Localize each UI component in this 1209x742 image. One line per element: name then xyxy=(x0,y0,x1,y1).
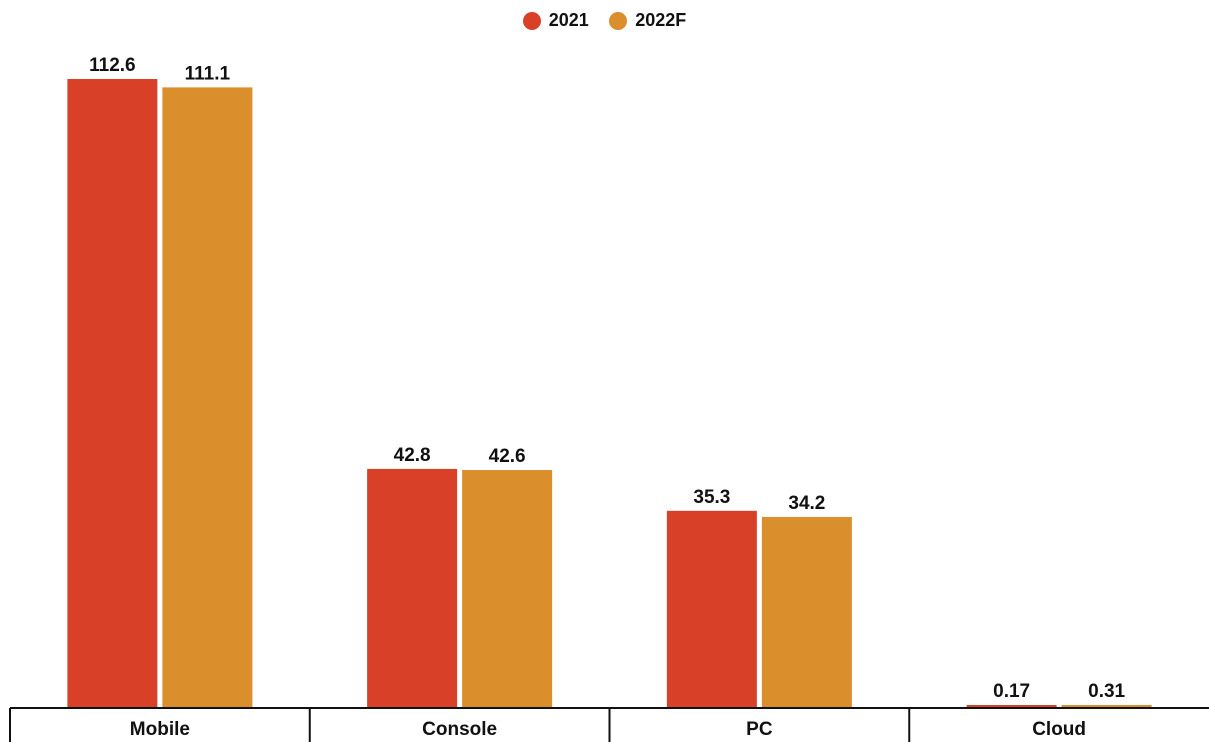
bar-cloud-2021 xyxy=(966,705,1057,708)
legend-item-2022f: 2022F xyxy=(609,10,686,31)
x-tick-label-pc: PC xyxy=(746,719,773,740)
data-label-mobile-2021: 112.6 xyxy=(89,55,136,76)
data-label-cloud-2021: 0.17 xyxy=(993,681,1030,702)
bar-mobile-2022f xyxy=(162,87,253,709)
x-tick-label-cloud: Cloud xyxy=(1032,719,1086,740)
bar-pc-2022f xyxy=(761,516,852,708)
data-label-pc-2022f: 34.2 xyxy=(788,493,825,514)
bar-pc-2021 xyxy=(666,510,757,708)
bar-cloud-2022f xyxy=(1061,705,1152,708)
data-label-pc-2021: 35.3 xyxy=(693,487,730,508)
data-label-console-2021: 42.8 xyxy=(394,445,431,466)
legend: 2021 2022F xyxy=(0,10,1209,35)
legend-label-2022f: 2022F xyxy=(635,10,687,30)
data-label-cloud-2022f: 0.31 xyxy=(1088,681,1125,702)
legend-swatch-2021 xyxy=(522,11,541,30)
legend-item-2021: 2021 xyxy=(522,10,589,31)
data-label-console-2022f: 42.6 xyxy=(489,446,526,467)
data-label-mobile-2022f: 111.1 xyxy=(185,63,231,84)
bar-console-2022f xyxy=(462,470,553,708)
bar-console-2021 xyxy=(367,468,458,708)
bar-mobile-2021 xyxy=(67,79,158,708)
legend-swatch-2022f xyxy=(609,11,628,30)
x-tick-label-mobile: Mobile xyxy=(130,719,190,740)
x-tick-label-console: Console xyxy=(422,719,497,740)
legend-label-2021: 2021 xyxy=(548,10,589,30)
